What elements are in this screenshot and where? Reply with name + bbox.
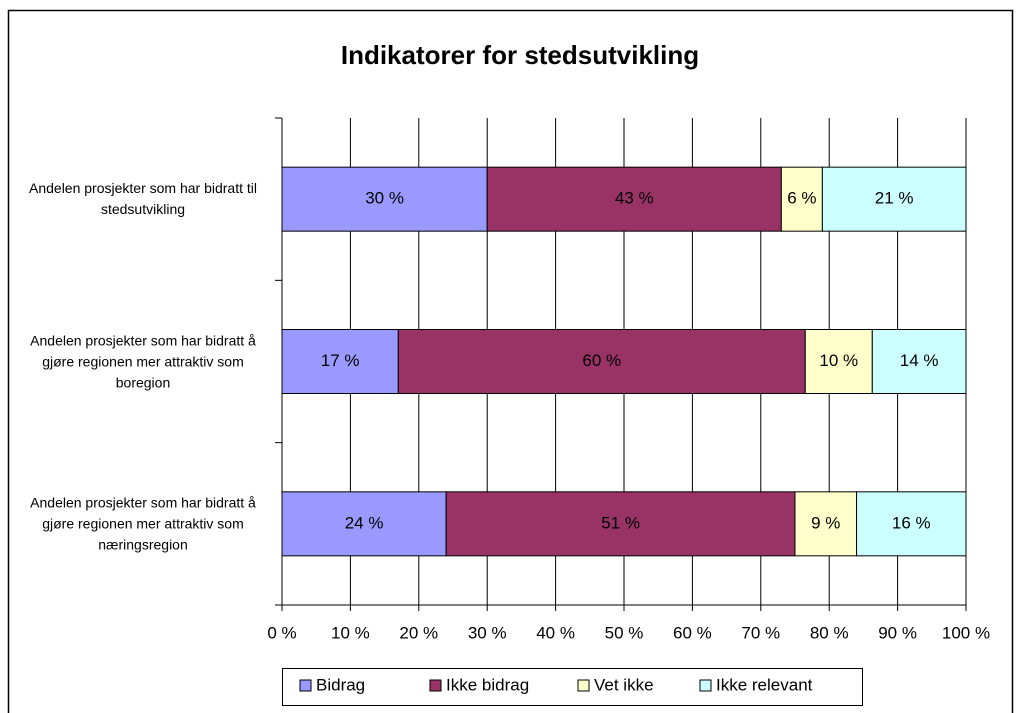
bar-segment bbox=[281, 166, 488, 232]
x-tick-label: 60 % bbox=[673, 623, 712, 642]
value-label: 21 % bbox=[875, 189, 914, 208]
bar-segment bbox=[856, 491, 967, 557]
legend-label: Vet ikke bbox=[594, 675, 654, 694]
x-tick-label: 70 % bbox=[741, 623, 780, 642]
value-label: 43 % bbox=[615, 189, 654, 208]
x-tick-label: 40 % bbox=[536, 623, 575, 642]
value-label: 60 % bbox=[582, 351, 621, 370]
x-tick-label: 90 % bbox=[878, 623, 917, 642]
bar-segment bbox=[871, 329, 967, 394]
x-tick-label: 100 % bbox=[942, 623, 990, 642]
legend-label: Bidrag bbox=[316, 675, 365, 694]
value-label: 6 % bbox=[787, 189, 816, 208]
value-label: 17 % bbox=[321, 351, 360, 370]
bar-segment bbox=[397, 329, 806, 394]
bar-segment bbox=[445, 491, 796, 557]
value-label: 16 % bbox=[892, 513, 931, 532]
y-tick-label: Andelen prosjekter som har bidratt til s… bbox=[29, 180, 257, 218]
value-label: 24 % bbox=[345, 513, 384, 532]
x-tick-label: 30 % bbox=[468, 623, 507, 642]
value-label: 14 % bbox=[900, 351, 939, 370]
legend-swatch bbox=[577, 679, 590, 692]
legend-label: Ikke bidrag bbox=[446, 675, 529, 694]
x-tick-label: 20 % bbox=[399, 623, 438, 642]
x-tick-label: 50 % bbox=[605, 623, 644, 642]
value-label: 51 % bbox=[601, 513, 640, 532]
x-tick-label: 80 % bbox=[810, 623, 849, 642]
legend-box bbox=[282, 668, 863, 706]
value-label: 9 % bbox=[811, 513, 840, 532]
legend-swatch bbox=[429, 679, 442, 692]
legend-swatch bbox=[299, 679, 312, 692]
value-label: 10 % bbox=[819, 351, 858, 370]
bar-segment bbox=[794, 491, 858, 557]
value-label: 30 % bbox=[365, 189, 404, 208]
x-tick-label: 0 % bbox=[267, 623, 296, 642]
y-tick-label: Andelen prosjekter som har bidratt å gjø… bbox=[30, 494, 256, 553]
bar-segment bbox=[821, 166, 967, 232]
bar-segment bbox=[804, 329, 873, 394]
chart-title: Indikatorer for stedsutvikling bbox=[341, 40, 699, 70]
x-tick-label: 10 % bbox=[331, 623, 370, 642]
bar-segment bbox=[281, 491, 447, 557]
legend-label: Ikke relevant bbox=[716, 675, 813, 694]
legend-swatch bbox=[699, 679, 712, 692]
bar-segment bbox=[281, 329, 399, 394]
y-tick-label: Andelen prosjekter som har bidratt å gjø… bbox=[30, 332, 256, 390]
bar-segment bbox=[486, 166, 782, 232]
